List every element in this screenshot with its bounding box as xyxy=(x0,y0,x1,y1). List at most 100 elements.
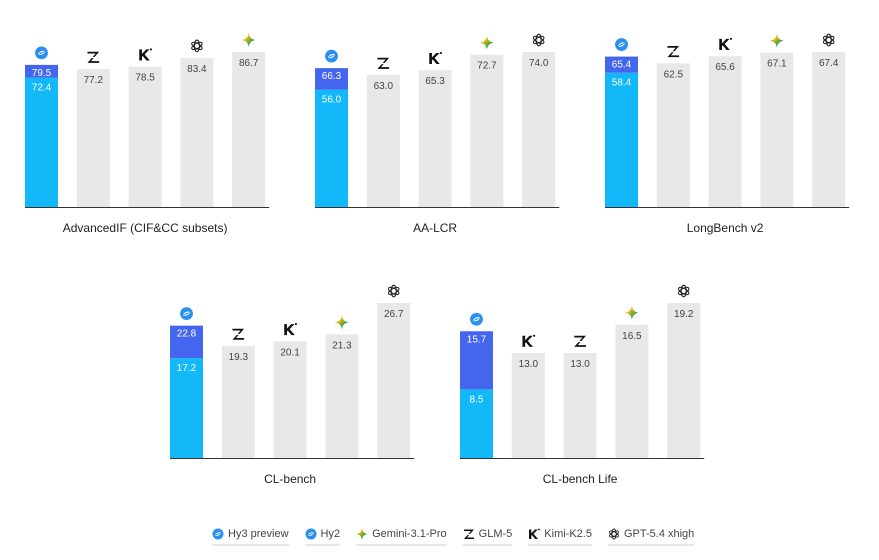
bar-gpt xyxy=(522,52,556,207)
bar-hy3 xyxy=(605,56,638,73)
hy-icon xyxy=(35,46,48,60)
bar-gemini xyxy=(615,324,649,458)
value-label-glm: 77.2 xyxy=(84,75,104,86)
bar-hy3 xyxy=(170,325,203,359)
chart-2: 66.3 56.0 63.0 65.3 72.7 74.0 AA-LCR xyxy=(315,33,560,235)
gpt-icon xyxy=(609,528,619,540)
legend: Hy3 preview Hy2 Gemini-3.1-Pro GLM-5 Kim… xyxy=(212,528,695,546)
hy-icon xyxy=(615,38,628,52)
kimi-icon xyxy=(429,51,442,65)
gpt-icon xyxy=(677,284,690,298)
legend-label: GPT-5.4 xhigh xyxy=(623,528,695,540)
value-label-glm: 63.0 xyxy=(374,81,394,92)
bar-glm xyxy=(76,68,110,207)
chart-1: 79.5 72.4 77.2 78.5 83.4 86.7 AdvancedIF (CIF&… xyxy=(25,33,270,235)
legend-label: Kimi-K2.5 xyxy=(544,528,592,540)
chart-title: CL-bench xyxy=(264,472,316,486)
bar-glm xyxy=(656,63,690,207)
legend-item-glm: GLM-5 xyxy=(462,528,513,546)
chart-title: CL-bench Life xyxy=(543,472,618,486)
bar-hy2 xyxy=(315,89,348,207)
bar-hy3 xyxy=(460,331,493,390)
glm-icon xyxy=(87,51,100,63)
value-label-gemini: 21.3 xyxy=(332,340,352,351)
value-label-kimi: 20.1 xyxy=(280,347,300,358)
kimi-icon xyxy=(522,334,536,347)
gemini-icon xyxy=(479,35,494,50)
value-label-gpt: 19.2 xyxy=(674,309,694,320)
bar-glm xyxy=(366,75,400,207)
value-label-gpt: 74.0 xyxy=(529,58,549,69)
hy-icon xyxy=(212,528,224,540)
bar-kimi xyxy=(273,341,307,458)
bar-gemini xyxy=(325,334,359,458)
glm-icon xyxy=(667,46,680,58)
bar-kimi xyxy=(128,66,162,207)
value-label-glm: 62.5 xyxy=(664,69,684,80)
legend-item-gemini: Gemini-3.1-Pro xyxy=(356,528,447,546)
gemini-icon xyxy=(241,33,256,47)
value-label-gemini: 16.5 xyxy=(622,331,642,342)
legend-label: Gemini-3.1-Pro xyxy=(372,528,447,540)
bar-gpt xyxy=(180,57,214,207)
chart-5: 15.7 8.5 13.0 13.0 16.5 19.2 CL-bench Life xyxy=(460,284,705,486)
gpt-icon xyxy=(387,284,400,298)
gemini-icon xyxy=(334,315,349,330)
value-label-hy3: 15.7 xyxy=(467,334,487,345)
gemini-icon xyxy=(624,305,639,320)
value-label-kimi: 65.6 xyxy=(715,62,735,73)
bar-hy3 xyxy=(315,68,348,90)
kimi-icon xyxy=(529,528,541,539)
glm-icon xyxy=(574,335,586,347)
value-label-hy2: 72.4 xyxy=(32,83,52,94)
bar-gpt xyxy=(812,52,846,207)
bar-glm xyxy=(563,353,597,458)
legend-item-gpt: GPT-5.4 xhigh xyxy=(607,528,695,546)
value-label-hy3: 22.8 xyxy=(177,329,197,340)
value-label-hy3: 66.3 xyxy=(322,71,342,82)
bar-kimi xyxy=(418,70,452,207)
bar-gpt xyxy=(377,303,411,458)
value-label-hy2: 17.2 xyxy=(177,363,197,374)
kimi-icon xyxy=(284,323,297,336)
hy-icon xyxy=(325,49,338,63)
value-label-gemini: 72.7 xyxy=(477,61,497,72)
kimi-icon xyxy=(139,48,152,61)
gpt-icon xyxy=(532,33,545,47)
bar-gemini xyxy=(470,54,504,207)
value-label-gemini: 67.1 xyxy=(767,59,787,70)
chart-4: 22.8 17.2 19.3 20.1 21.3 26.7 CL-bench xyxy=(170,284,415,486)
value-label-glm: 13.0 xyxy=(570,359,590,370)
legend-label: Hy3 preview xyxy=(228,528,289,540)
chart-3: 65.4 58.4 62.5 65.6 67.1 67.4 LongBench v2 xyxy=(605,33,850,235)
value-label-glm: 19.3 xyxy=(229,352,249,363)
chart-title: AA-LCR xyxy=(413,221,457,235)
gemini-icon xyxy=(769,33,784,48)
value-label-hy2: 56.0 xyxy=(322,95,342,106)
value-label-hy3: 79.5 xyxy=(32,68,52,79)
gemini-icon xyxy=(356,528,369,540)
value-label-gpt: 67.4 xyxy=(819,58,839,69)
value-label-gpt: 83.4 xyxy=(187,64,207,75)
chart-title: LongBench v2 xyxy=(687,221,764,235)
legend-label: GLM-5 xyxy=(478,528,513,540)
glm-icon xyxy=(463,529,474,539)
bar-hy2 xyxy=(605,72,638,207)
bar-gemini xyxy=(760,52,794,207)
legend-label: Hy2 xyxy=(320,528,341,540)
value-label-gpt: 26.7 xyxy=(384,309,404,320)
bar-glm xyxy=(221,345,255,458)
value-label-kimi: 13.0 xyxy=(519,359,539,370)
glm-icon xyxy=(377,57,390,69)
value-label-kimi: 65.3 xyxy=(425,76,445,87)
legend-item-kimi: Kimi-K2.5 xyxy=(528,528,592,546)
value-label-hy3: 65.4 xyxy=(612,60,632,71)
value-label-gemini: 86.7 xyxy=(239,58,259,69)
hy-icon xyxy=(305,528,317,540)
bar-kimi xyxy=(511,353,545,458)
value-label-hy2: 8.5 xyxy=(470,394,484,405)
bar-hy3 xyxy=(25,64,58,78)
hy-icon xyxy=(470,312,483,326)
value-label-hy2: 58.4 xyxy=(612,78,632,89)
